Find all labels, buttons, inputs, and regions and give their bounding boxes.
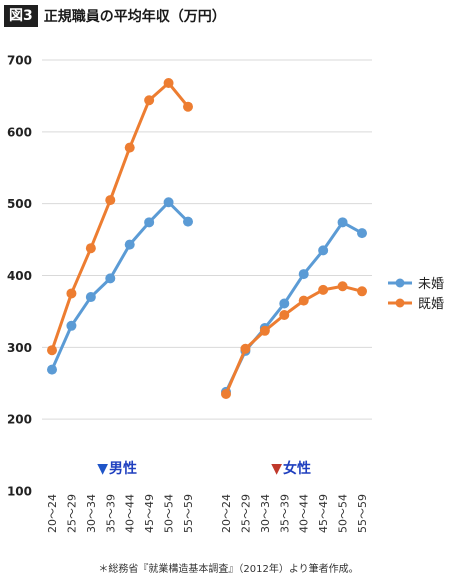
data-point xyxy=(221,389,231,400)
series-line-married xyxy=(50,81,190,351)
group-label: 男性 xyxy=(109,460,137,477)
data-point xyxy=(279,310,290,321)
legend-marker xyxy=(395,298,405,308)
figure-title: 正規職員の平均年収（万円） xyxy=(43,9,226,25)
group-marker-triangle: ▼ xyxy=(271,461,282,477)
x-tick-label: 20～24 xyxy=(220,494,233,533)
y-tick-label: 500 xyxy=(7,197,32,211)
data-point xyxy=(337,217,348,228)
y-tick-label: 100 xyxy=(7,485,32,499)
data-point xyxy=(144,217,155,228)
figure-header: 図3 正規職員の平均年収（万円） xyxy=(4,5,226,27)
data-point xyxy=(357,228,367,239)
x-tick-label: 45～49 xyxy=(317,494,330,533)
data-point xyxy=(259,325,270,336)
figure-badge: 図3 xyxy=(4,5,38,27)
group-marker-triangle: ▼ xyxy=(97,461,108,477)
x-tick-label: 55～59 xyxy=(356,494,369,533)
data-point xyxy=(105,273,116,284)
x-tick-label: 25～29 xyxy=(65,494,78,533)
y-tick-label: 700 xyxy=(7,54,32,68)
data-point xyxy=(85,292,96,303)
data-point xyxy=(85,243,96,254)
data-point xyxy=(318,284,329,295)
x-tick-label: 35～39 xyxy=(104,494,117,533)
x-tick-label: 30～34 xyxy=(259,494,272,533)
legend-label: 既婚 xyxy=(418,297,444,312)
series-line-unmarried xyxy=(50,200,190,371)
group-label: 女性 xyxy=(283,460,311,477)
y-tick-label: 400 xyxy=(7,269,32,283)
x-tick-label: 50～54 xyxy=(163,494,176,533)
source-footnote: ＊総務省『就業構造基本調査』（2012年）より筆者作成。 xyxy=(98,564,359,575)
data-point xyxy=(337,281,348,292)
legend-label: 未婚 xyxy=(418,277,444,292)
data-point xyxy=(105,195,116,206)
data-point xyxy=(66,288,77,299)
data-point xyxy=(183,101,193,112)
legend-marker xyxy=(395,278,405,288)
x-tick-label: 30～34 xyxy=(85,494,98,533)
y-tick-label: 600 xyxy=(7,125,32,139)
data-point xyxy=(47,364,57,375)
data-point xyxy=(144,95,155,106)
y-tick-label: 200 xyxy=(7,413,32,427)
data-point xyxy=(357,286,367,297)
x-tick-label: 45～49 xyxy=(143,494,156,533)
x-tick-label: 40～44 xyxy=(298,494,311,533)
data-point xyxy=(124,142,135,153)
x-tick-label: 40～44 xyxy=(124,494,137,533)
x-tick-label: 25～29 xyxy=(239,494,252,533)
data-point xyxy=(298,269,309,280)
x-tick-label: 35～39 xyxy=(278,494,291,533)
data-point xyxy=(66,320,77,331)
data-point xyxy=(163,77,174,88)
data-point xyxy=(318,245,329,256)
y-tick-label: 300 xyxy=(7,341,32,355)
data-point xyxy=(240,343,251,354)
data-point xyxy=(279,298,290,309)
data-point xyxy=(124,239,135,250)
data-point xyxy=(298,295,309,306)
series-line-married xyxy=(224,284,363,395)
data-point xyxy=(47,345,57,356)
x-tick-label: 20～24 xyxy=(46,494,59,533)
data-point xyxy=(183,216,193,227)
data-point xyxy=(163,197,174,208)
x-tick-label: 50～54 xyxy=(337,494,350,533)
x-tick-label: 55～59 xyxy=(182,494,195,533)
